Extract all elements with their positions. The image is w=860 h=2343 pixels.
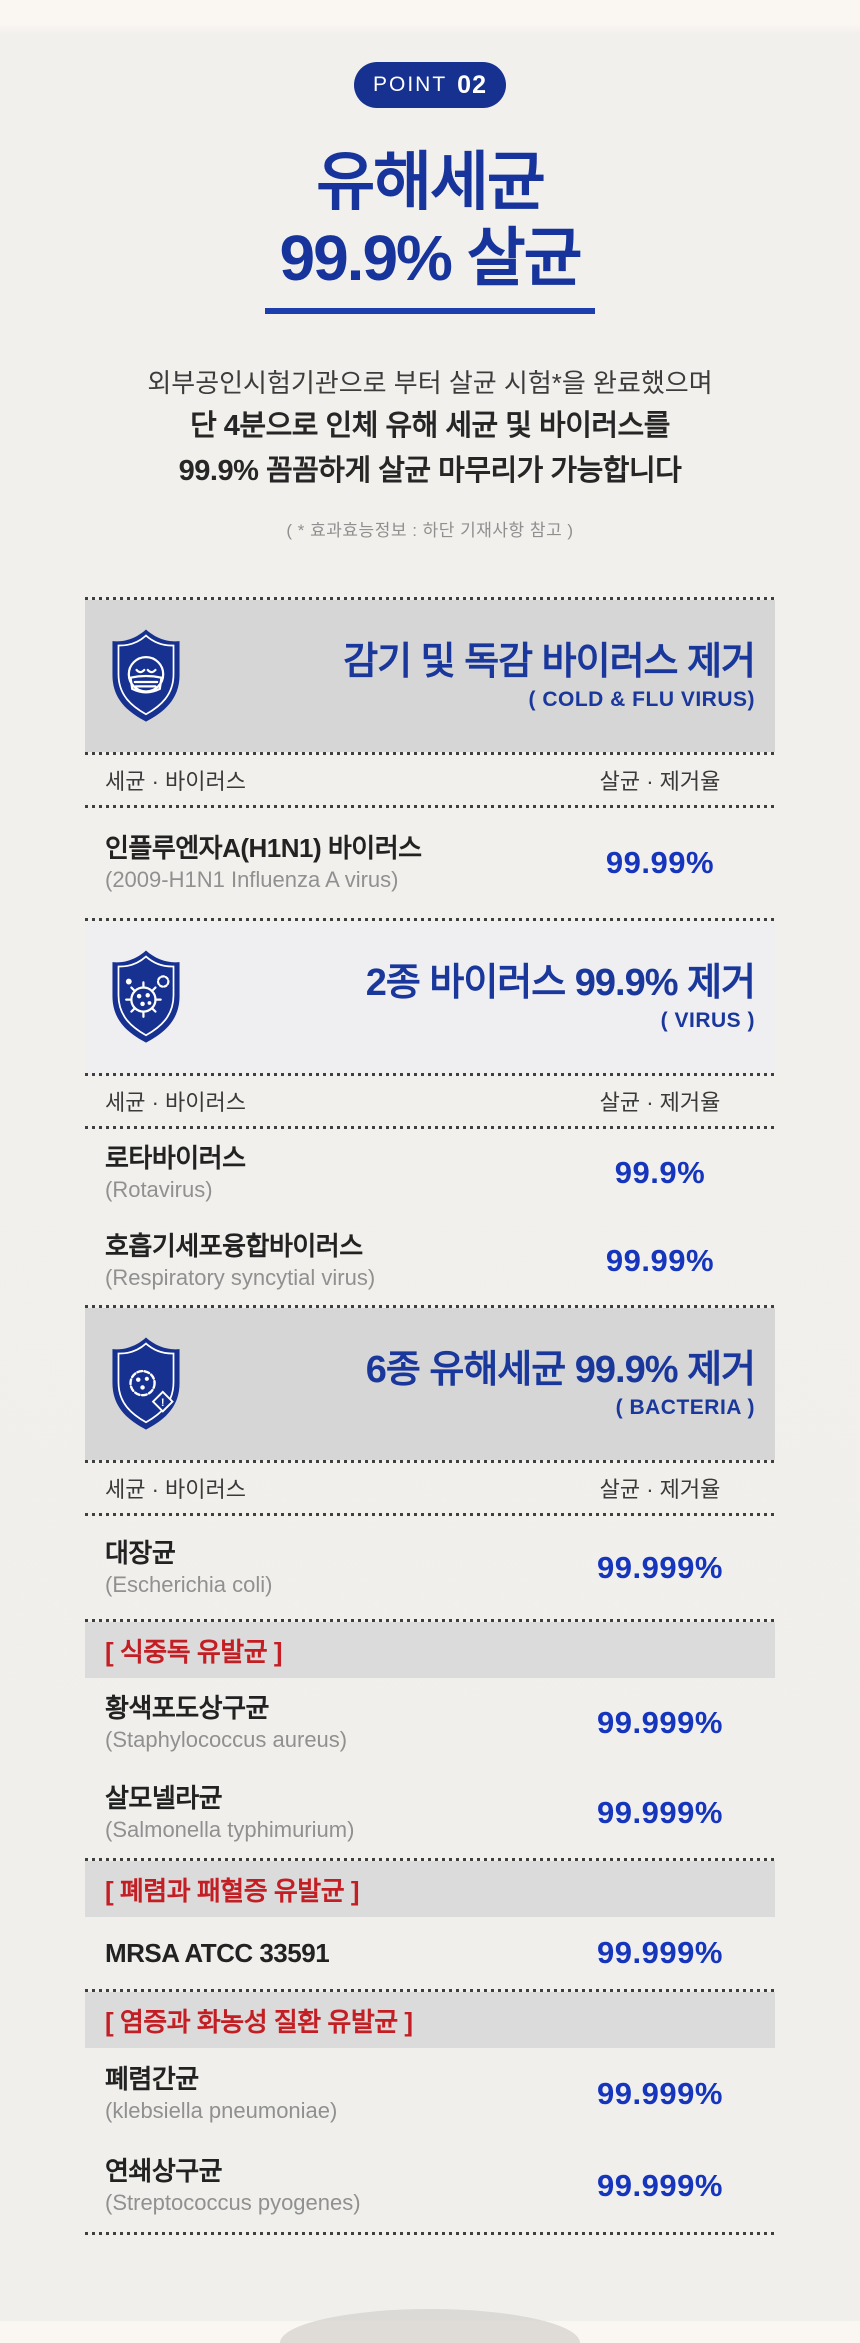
point-badge: POINT 02 <box>354 62 506 108</box>
kill-rate-value: 99.999% <box>597 1795 723 1830</box>
category-band-pneumonia-sepsis: [ 폐렴과 패혈증 유발균 ] <box>85 1861 775 1917</box>
divider <box>85 752 775 755</box>
divider <box>85 1073 775 1076</box>
intro-line2: 단 4분으로 인체 유해 세균 및 바이러스를 <box>190 410 670 442</box>
table-row: 살모넬라균 (Salmonella typhimurium) 99.999% <box>85 1768 775 1858</box>
point-badge-number: 02 <box>457 70 487 99</box>
germ-name: 대장균 <box>105 1537 176 1568</box>
section-cold-flu-header: 감기 및 독감 바이러스 제거 ( COLD & FLU VIRUS) <box>85 600 775 752</box>
test-results: 감기 및 독감 바이러스 제거 ( COLD & FLU VIRUS) 세균 ·… <box>85 597 775 2235</box>
germ-name: 인플루엔자A(H1N1) 바이러스 <box>105 833 422 863</box>
product-detail-page: { "header": { "badge_label": "POINT", "b… <box>0 62 860 2343</box>
germ-latin-name: (Escherichia coli) <box>105 1571 273 1597</box>
table-row: 대장균 (Escherichia coli) 99.999% <box>85 1516 775 1619</box>
svg-text:!: ! <box>161 1397 165 1409</box>
section-title: 감기 및 독감 바이러스 제거 <box>343 641 756 683</box>
table-row: 폐렴간균 (klebsiella pneumoniae) 99.999% <box>85 2048 775 2140</box>
section-title: 6종 유해세균 99.9% 제거 <box>365 1349 756 1391</box>
germ-name: 황색포도상구균 <box>105 1693 269 1723</box>
bacteria-shield-icon: ! <box>103 1332 189 1436</box>
category-band-food-poisoning: [ 식중독 유발균 ] <box>85 1622 775 1678</box>
table-row: 연쇄상구균 (Streptococcus pyogenes) 99.999% <box>85 2140 775 2232</box>
column-header-row: 세균 · 바이러스 살균 · 제거율 <box>85 755 775 805</box>
virus-shield-icon <box>103 945 189 1049</box>
column-header-rate: 살균 · 제거율 <box>599 769 721 794</box>
section-subtitle: ( BACTERIA ) <box>615 1396 755 1419</box>
divider <box>85 2232 775 2235</box>
point-badge-label: POINT <box>373 73 448 96</box>
germ-latin-name: (Respiratory syncytial virus) <box>105 1265 376 1290</box>
page-title-line1: 유해세균 <box>316 146 546 218</box>
kill-rate-value: 99.9% <box>614 1155 706 1190</box>
kill-rate-value: 99.99% <box>605 1243 715 1278</box>
germ-latin-name: (Rotavirus) <box>105 1177 213 1202</box>
column-header-rate: 살균 · 제거율 <box>599 1090 721 1115</box>
intro-description: 외부공인시험기관으로 부터 살균 시험*을 완료했으며 단 4분으로 인체 유해… <box>0 362 860 494</box>
germ-name: 연쇄상구균 <box>105 2156 223 2186</box>
kill-rate-value: 99.999% <box>597 1549 723 1585</box>
section-subtitle: ( COLD & FLU VIRUS) <box>528 688 755 711</box>
category-label: [ 염증과 화농성 질환 유발균 ] <box>105 2006 413 2037</box>
intro-line1: 외부공인시험기관으로 부터 살균 시험*을 완료했으며 <box>147 368 713 398</box>
page-title-line2: 99.9% 살균 <box>279 222 582 294</box>
column-header-name: 세균 · 바이러스 <box>105 1477 246 1502</box>
column-header-row: 세균 · 바이러스 살균 · 제거율 <box>85 1076 775 1126</box>
column-header-row: 세균 · 바이러스 살균 · 제거율 <box>85 1463 775 1513</box>
kill-rate-value: 99.99% <box>605 845 715 880</box>
germ-name: MRSA ATCC 33591 <box>105 1938 330 1968</box>
section-subtitle: ( VIRUS ) <box>660 1009 755 1032</box>
germ-name: 살모넬라균 <box>105 1783 223 1813</box>
section-bacteria-header: ! 6종 유해세균 99.9% 제거 ( BACTERIA ) <box>85 1308 775 1460</box>
germ-latin-name: (klebsiella pneumoniae) <box>105 2098 338 2123</box>
divider <box>85 1513 775 1516</box>
category-label: [ 식중독 유발균 ] <box>105 1636 283 1667</box>
divider <box>85 1619 775 1622</box>
divider <box>85 597 775 600</box>
divider <box>85 1460 775 1463</box>
page-title: 유해세균 99.9% 살균 <box>0 144 860 296</box>
table-row: 로타바이러스 (Rotavirus) 99.9% <box>85 1129 775 1217</box>
germ-latin-name: (Salmonella typhimurium) <box>105 1817 355 1842</box>
category-band-inflammation: [ 염증과 화농성 질환 유발균 ] <box>85 1992 775 2048</box>
divider <box>85 1126 775 1129</box>
title-underline <box>265 308 595 314</box>
kill-rate-value: 99.999% <box>597 1935 723 1970</box>
next-section-image-edge <box>280 2309 580 2343</box>
footnote: ( * 효과효능정보 : 하단 기재사항 참고 ) <box>286 521 574 540</box>
germ-name: 호흡기세포융합바이러스 <box>105 1231 363 1261</box>
table-row: 인플루엔자A(H1N1) 바이러스 (2009-H1N1 Influenza A… <box>85 808 775 918</box>
divider <box>85 1858 775 1861</box>
divider <box>85 1305 775 1308</box>
divider <box>85 1989 775 1992</box>
germ-latin-name: (2009-H1N1 Influenza A virus) <box>105 867 399 892</box>
divider <box>85 805 775 808</box>
kill-rate-value: 99.999% <box>597 2168 723 2203</box>
kill-rate-value: 99.999% <box>597 2076 723 2111</box>
divider <box>85 918 775 921</box>
table-row: MRSA ATCC 33591 99.999% <box>85 1917 775 1989</box>
intro-line3: 99.9% 꼼꼼하게 살균 마무리가 가능합니다 <box>178 455 682 487</box>
germ-name: 폐렴간균 <box>105 2064 199 2094</box>
column-header-name: 세균 · 바이러스 <box>105 769 246 794</box>
germ-latin-name: (Staphylococcus aureus) <box>105 1727 348 1752</box>
column-header-rate: 살균 · 제거율 <box>599 1477 721 1502</box>
table-row: 호흡기세포융합바이러스 (Respiratory syncytial virus… <box>85 1217 775 1305</box>
column-header-name: 세균 · 바이러스 <box>105 1090 246 1115</box>
section-virus-header: 2종 바이러스 99.9% 제거 ( VIRUS ) <box>85 921 775 1073</box>
germ-name: 로타바이러스 <box>105 1143 246 1173</box>
germ-latin-name: (Streptococcus pyogenes) <box>105 2190 361 2215</box>
section-title: 2종 바이러스 99.9% 제거 <box>365 962 756 1004</box>
kill-rate-value: 99.999% <box>597 1705 723 1740</box>
category-label: [ 폐렴과 패혈증 유발균 ] <box>105 1875 360 1906</box>
mask-face-shield-icon <box>103 624 189 728</box>
table-row: 황색포도상구균 (Staphylococcus aureus) 99.999% <box>85 1678 775 1768</box>
